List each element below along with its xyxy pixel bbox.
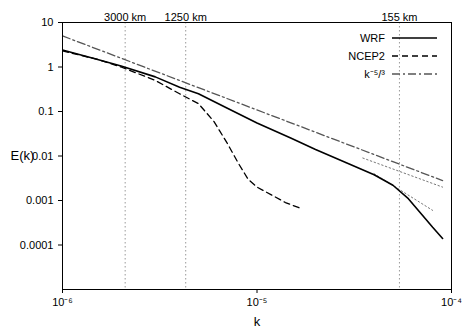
svg-text:10⁻⁴: 10⁻⁴ (441, 296, 462, 308)
svg-text:NCEP2: NCEP2 (348, 50, 385, 62)
svg-text:k⁻⁵/³: k⁻⁵/³ (364, 68, 385, 80)
svg-text:0.001: 0.001 (26, 194, 54, 206)
svg-text:0.0001: 0.0001 (20, 239, 54, 251)
svg-text:10⁻⁵: 10⁻⁵ (247, 296, 268, 308)
svg-text:155 km: 155 km (381, 11, 417, 23)
svg-text:1250 km: 1250 km (165, 11, 207, 23)
svg-text:3000 km: 3000 km (104, 11, 146, 23)
svg-text:10: 10 (41, 16, 53, 28)
svg-text:WRF: WRF (360, 32, 385, 44)
svg-text:1: 1 (47, 61, 53, 73)
svg-text:0.1: 0.1 (38, 105, 53, 117)
svg-text:k: k (254, 314, 261, 329)
svg-text:0.01: 0.01 (32, 150, 53, 162)
svg-text:10⁻⁶: 10⁻⁶ (52, 296, 73, 308)
svg-text:E(k): E(k) (11, 148, 35, 163)
